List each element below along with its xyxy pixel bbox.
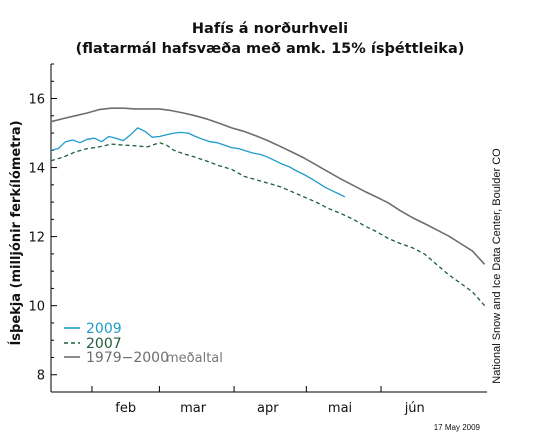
series-line-2	[50, 107, 486, 265]
credit-text: National Snow and Ice Data Center, Bould…	[491, 148, 503, 384]
plot-area: 8 10 12 14 16 feb mar apr mai jún 200920071979−200…	[28, 63, 487, 416]
series-line-0	[50, 127, 346, 198]
legend-label-1: 2007	[86, 336, 122, 352]
legend-note: meðaltal	[166, 351, 223, 366]
legend-label-0: 2009	[86, 321, 122, 337]
legend-label-2: 1979−2000	[86, 350, 169, 366]
series-line-1	[50, 142, 486, 307]
x-tick-label-2: apr	[257, 401, 279, 416]
y-tick-label-0: 8	[37, 369, 45, 384]
chart-subtitle: (flatarmál hafsvæða með amk. 15% ísþéttl…	[76, 41, 465, 57]
chart-title: Hafís á norðurhveli	[192, 21, 348, 37]
x-tick-label-3: mai	[328, 401, 352, 416]
y-axis-label: Ísþekja (milljónir ferkílómetra)	[8, 120, 24, 345]
x-tick-label-4: jún	[404, 401, 425, 416]
y-tick-label-3: 14	[28, 162, 45, 177]
date-stamp: 17 May 2009	[434, 423, 481, 432]
y-tick-label-4: 16	[28, 93, 45, 108]
y-tick-label-1: 10	[28, 300, 45, 315]
x-tick-label-1: mar	[180, 401, 207, 416]
y-tick-label-2: 12	[28, 231, 45, 246]
x-tick-label-0: feb	[115, 401, 136, 416]
